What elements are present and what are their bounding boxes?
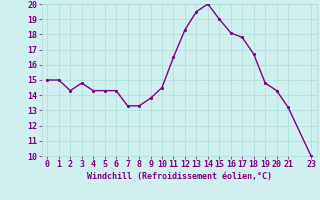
X-axis label: Windchill (Refroidissement éolien,°C): Windchill (Refroidissement éolien,°C) bbox=[87, 172, 272, 181]
